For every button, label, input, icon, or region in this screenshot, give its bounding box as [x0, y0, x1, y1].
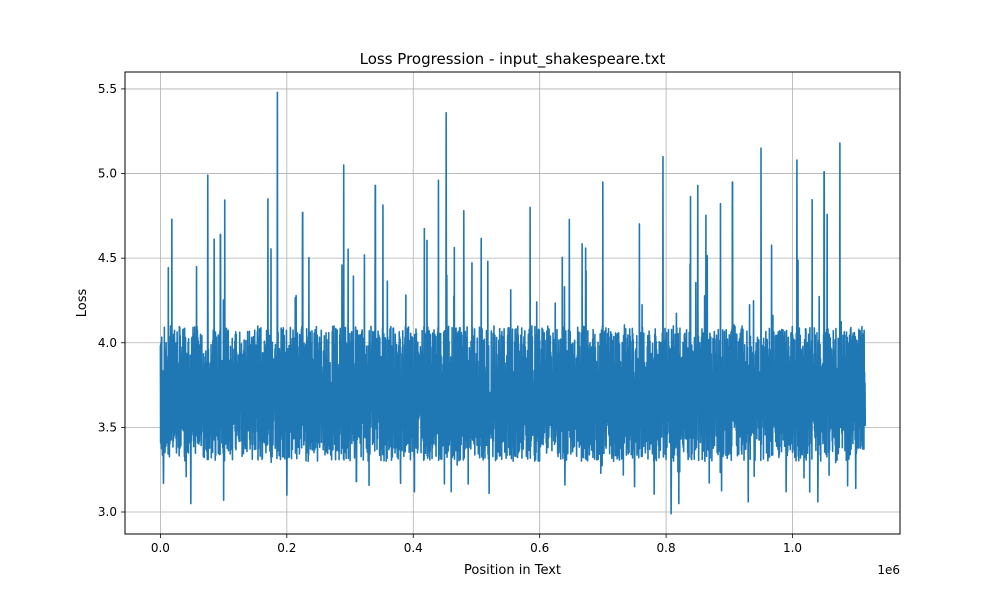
- axes-frame: [124, 71, 901, 535]
- series-layer: [159, 91, 867, 515]
- loss-series-line: [159, 91, 867, 515]
- y-tick-label: 5.5: [98, 82, 117, 96]
- x-tick-label: 1.0: [783, 541, 802, 555]
- y-tick-label: 3.5: [98, 420, 117, 434]
- y-tick-label: 4.5: [98, 251, 117, 265]
- y-axis-label: Loss: [75, 289, 90, 318]
- x-tick-label: 0.2: [277, 541, 296, 555]
- x-tick-label: 0.0: [151, 541, 170, 555]
- x-tick-label: 0.4: [404, 541, 423, 555]
- y-tick-label: 5.0: [98, 167, 117, 181]
- grid-lines: [125, 72, 900, 534]
- chart-title: Loss Progression - input_shakespeare.txt: [360, 50, 666, 69]
- x-axis-label: Position in Text: [464, 563, 561, 578]
- y-tick-label: 4.0: [98, 336, 117, 350]
- axis-ticks: 0.0 0.2 0.4 0.6 0.8 1.0 3.0 3.5 4.0 4.5 5.0 5.5: [98, 82, 802, 555]
- x-tick-label: 0.8: [657, 541, 676, 555]
- x-tick-label: 0.6: [530, 541, 549, 555]
- x-axis-offset-label: 1e6: [877, 563, 900, 577]
- y-tick-label: 3.0: [98, 505, 117, 519]
